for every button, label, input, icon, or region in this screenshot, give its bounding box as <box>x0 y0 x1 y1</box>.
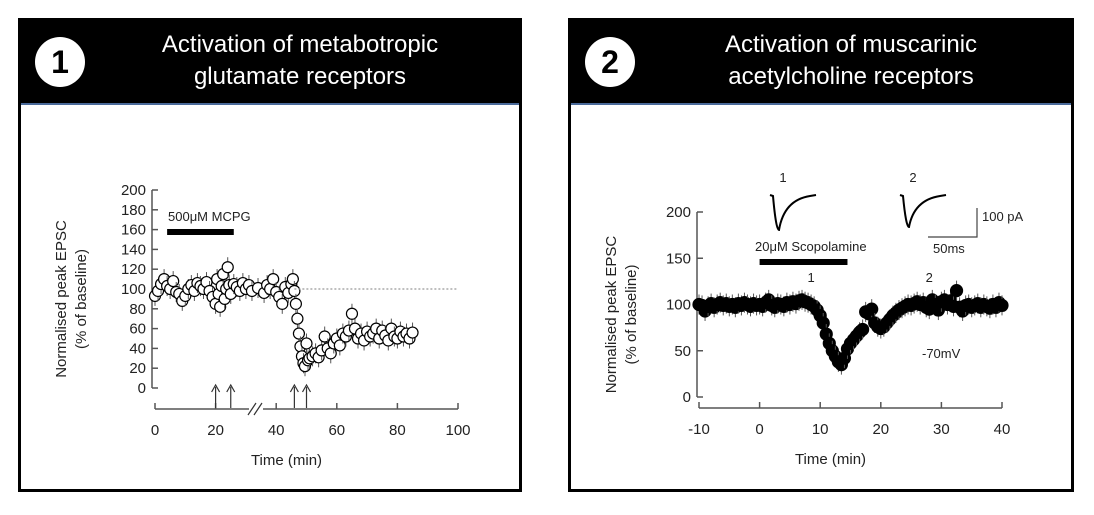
y-tick-label: 100 <box>121 281 146 298</box>
y-tick-label: 100 <box>666 297 691 314</box>
data-point <box>286 273 299 286</box>
title-line-2: acetylcholine receptors <box>728 63 974 90</box>
panel-title: Activation of muscarinic acetylcholine r… <box>641 29 1061 93</box>
data-point <box>289 297 302 310</box>
time-point-marker: 1 <box>807 270 814 285</box>
y-axis-label-units: (% of baseline) <box>623 264 640 364</box>
data-point <box>221 261 234 274</box>
data-point <box>167 274 180 288</box>
y-tick-label: 40 <box>129 340 146 357</box>
epsc-trace <box>769 194 817 232</box>
y-tick-label: 20 <box>129 360 146 377</box>
data-point <box>276 297 289 310</box>
y-tick-label: 160 <box>121 222 146 239</box>
panel-header: 2 Activation of muscarinic acetylcholine… <box>571 21 1071 105</box>
arrow-head-icon <box>289 383 299 393</box>
drug-label: 20μM Scopolamine <box>755 239 867 254</box>
y-tick-label: 0 <box>138 380 146 397</box>
x-axis-label: Time (min) <box>251 452 322 469</box>
x-tick-label: 80 <box>389 422 406 439</box>
y-axis-label: Normalised peak EPSC <box>603 236 620 394</box>
time-point-marker: 2 <box>926 270 933 285</box>
y-tick-label: 200 <box>121 182 146 199</box>
data-point <box>291 312 304 325</box>
data-point <box>406 326 419 339</box>
panel-number-badge: 2 <box>585 37 635 87</box>
y-tick-label: 60 <box>129 321 146 338</box>
x-tick-label: 0 <box>755 421 763 438</box>
data-point <box>856 322 870 337</box>
panel-mglur: 1 Activation of metabotropic glutamate r… <box>18 18 522 492</box>
title-line-1: Activation of muscarinic <box>724 31 978 58</box>
data-point <box>949 284 964 298</box>
y-tick-label: 120 <box>121 261 146 278</box>
data-point <box>816 316 830 330</box>
arrow-head-icon <box>226 383 236 393</box>
scale-bar-y-label: 100 pA <box>982 209 1024 224</box>
y-axis-label-units: (% of baseline) <box>73 249 90 349</box>
scale-bar-x-label: 50ms <box>933 241 965 256</box>
y-tick-label: 180 <box>121 202 146 219</box>
trace-label: 1 <box>779 170 786 185</box>
title-line-1: Activation of metabotropic <box>161 31 439 58</box>
data-point <box>300 337 313 350</box>
drug-label: 500μM MCPG <box>168 209 251 224</box>
axis-break-mark <box>253 402 263 416</box>
x-tick-label: 20 <box>872 421 889 438</box>
drug-application-bar <box>759 259 848 265</box>
y-tick-label: 140 <box>121 241 146 258</box>
x-tick-label: 40 <box>268 422 285 439</box>
x-tick-label: 20 <box>207 422 224 439</box>
x-axis-label: Time (min) <box>795 451 866 468</box>
panel-title: Activation of metabotropic glutamate rec… <box>91 29 509 93</box>
data-point <box>345 307 359 320</box>
y-tick-label: 0 <box>683 389 691 406</box>
title-line-2: glutamate receptors <box>193 63 407 90</box>
arrow-head-icon <box>301 383 312 393</box>
y-axis-label: Normalised peak EPSC <box>53 220 70 378</box>
x-tick-label: 30 <box>933 421 950 438</box>
arrow-head-icon <box>211 383 221 393</box>
x-tick-label: 0 <box>151 422 159 439</box>
panel-header: 1 Activation of metabotropic glutamate r… <box>21 21 519 105</box>
x-tick-label: -10 <box>688 421 710 438</box>
x-tick-label: 60 <box>328 422 345 439</box>
y-tick-label: 150 <box>666 250 691 267</box>
y-tick-label: 50 <box>674 343 691 360</box>
panel-number-badge: 1 <box>35 37 85 87</box>
axis-break-mark <box>247 402 257 416</box>
scale-bar <box>928 208 978 238</box>
trace-label: 2 <box>909 170 916 185</box>
data-point <box>267 273 280 286</box>
x-tick-label: 100 <box>445 422 470 439</box>
x-tick-label: 10 <box>812 421 829 438</box>
y-tick-label: 200 <box>666 204 691 221</box>
epsc-trace <box>899 194 947 229</box>
data-point <box>324 347 337 360</box>
data-point <box>995 298 1009 313</box>
data-point <box>288 284 301 298</box>
drug-application-bar <box>167 229 234 235</box>
data-point <box>865 302 879 316</box>
panel-machr: 2 Activation of muscarinic acetylcholine… <box>568 18 1074 492</box>
x-tick-label: 40 <box>994 421 1011 438</box>
y-tick-label: 80 <box>129 301 146 318</box>
data-point <box>292 327 306 340</box>
holding-potential-annotation: -70mV <box>922 346 961 361</box>
